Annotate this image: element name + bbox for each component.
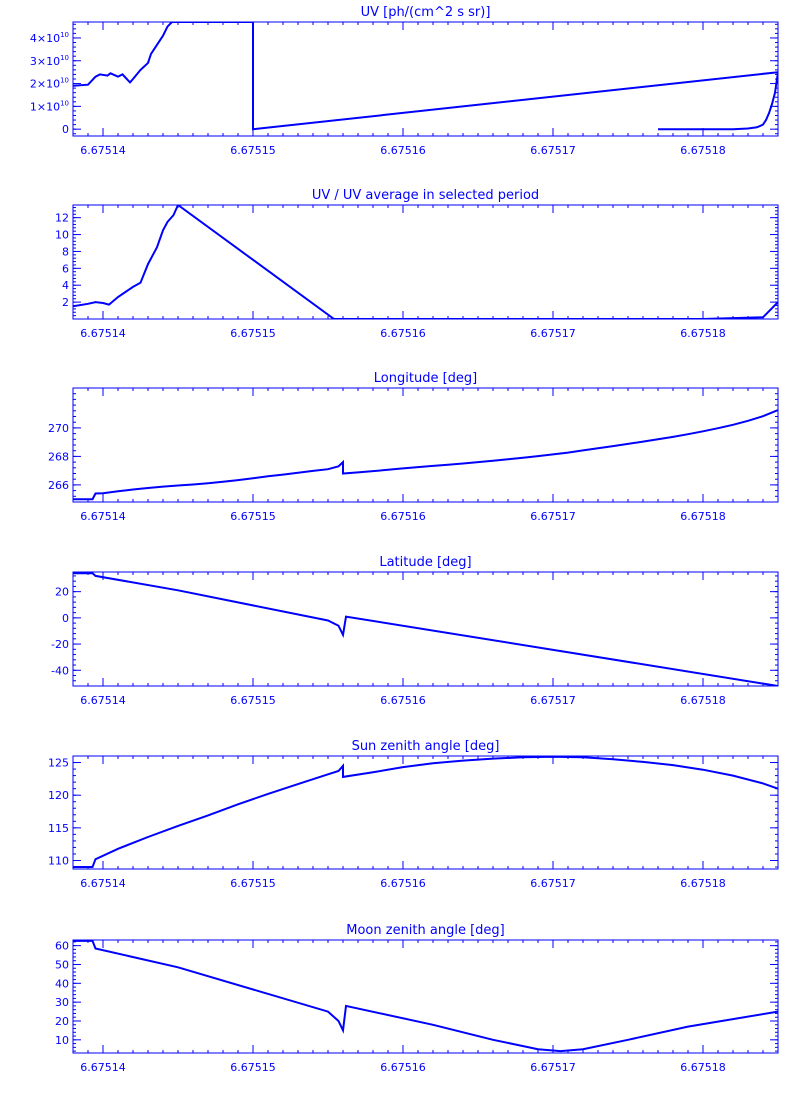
y-tick-label: -40 xyxy=(51,664,69,677)
y-tick-label: 20 xyxy=(55,586,69,599)
panel-3: Longitude [deg] 6.67514 6.67515 6.67516 6.67… xyxy=(48,371,779,523)
panel-6: Moon zenith angle [deg] 6.67514 6.67515 6.6… xyxy=(55,923,779,1074)
panel-title: Moon zenith angle [deg] xyxy=(346,923,504,938)
panel-2: UV / UV average in selected period 6.6751… xyxy=(55,188,779,340)
y-tick-label: 8 xyxy=(62,245,69,258)
x-tick-label: 6.67517 xyxy=(530,877,576,890)
x-tick-label: 6.67514 xyxy=(80,510,126,523)
y-tick-label: 125 xyxy=(48,757,69,770)
x-tick-label: 6.67516 xyxy=(380,1061,426,1074)
y-tick-label: 20 xyxy=(55,1015,69,1028)
series-line xyxy=(73,409,778,501)
y-tick-label-base: 2×10 xyxy=(30,78,60,91)
x-tick-label: 6.67514 xyxy=(80,694,126,707)
series-line xyxy=(73,572,778,686)
x-tick-label: 6.67517 xyxy=(530,144,576,157)
plot-frame xyxy=(72,755,779,870)
y-tick-label: 60 xyxy=(55,940,69,953)
y-tick-label-exponent: 10 xyxy=(60,99,69,107)
panel-title: UV / UV average in selected period xyxy=(312,188,539,203)
panel-4: Latitude [deg] 6.67514 6.67515 6.67516 6.675… xyxy=(51,555,779,707)
x-tick-label: 6.67518 xyxy=(680,1061,726,1074)
y-tick-label: 40 xyxy=(55,977,69,990)
x-tick-label: 6.67518 xyxy=(680,694,726,707)
y-tick-label: 50 xyxy=(55,958,69,971)
x-tick-label: 6.67515 xyxy=(230,1061,276,1074)
y-tick-label: 3×1010 xyxy=(30,54,69,68)
x-tick-label: 6.67516 xyxy=(380,877,426,890)
y-tick-label-exponent: 10 xyxy=(60,31,69,39)
y-tick-label: 268 xyxy=(48,450,69,463)
plot-frame xyxy=(72,204,779,320)
y-tick-label: 115 xyxy=(48,822,69,835)
x-tick-label: 6.67515 xyxy=(230,877,276,890)
series-line xyxy=(73,940,778,1053)
panel-title: Latitude [deg] xyxy=(379,555,471,570)
x-tick-label: 6.67514 xyxy=(80,144,126,157)
y-tick-label: 1×1010 xyxy=(30,99,69,113)
x-tick-label: 6.67515 xyxy=(230,510,276,523)
y-tick-label: 30 xyxy=(55,996,69,1009)
panel-5: Sun zenith angle [deg] 6.67514 6.67515 6.67… xyxy=(48,739,779,890)
y-tick-label-base: 4×10 xyxy=(30,32,60,45)
y-tick-label: 6 xyxy=(62,262,69,275)
x-tick-label: 6.67518 xyxy=(680,327,726,340)
y-tick-label: 4 xyxy=(62,279,69,292)
x-tick-label: 6.67517 xyxy=(530,327,576,340)
x-tick-label: 6.67517 xyxy=(530,694,576,707)
y-tick-label: 120 xyxy=(48,789,69,802)
panel-title: Sun zenith angle [deg] xyxy=(352,739,500,754)
series-line xyxy=(73,205,778,319)
y-tick-label: 110 xyxy=(48,855,69,868)
x-tick-label: 6.67516 xyxy=(380,327,426,340)
y-tick-label: 266 xyxy=(48,479,69,492)
panel-title: UV [ph/(cm^2 s sr)] xyxy=(361,5,491,20)
x-tick-label: 6.67518 xyxy=(680,144,726,157)
y-tick-label-base: 1×10 xyxy=(30,100,60,113)
x-tick-label: 6.67518 xyxy=(680,877,726,890)
x-tick-label: 6.67516 xyxy=(380,510,426,523)
x-tick-label: 6.67516 xyxy=(380,694,426,707)
plot-frame xyxy=(72,21,779,137)
x-tick-label: 6.67517 xyxy=(530,510,576,523)
x-tick-label: 6.67514 xyxy=(80,877,126,890)
y-tick-label: 12 xyxy=(55,212,69,225)
panel-title: Longitude [deg] xyxy=(374,371,477,386)
y-tick-label: 270 xyxy=(48,422,69,435)
y-tick-label-exponent: 10 xyxy=(60,54,69,62)
x-tick-label: 6.67515 xyxy=(230,327,276,340)
x-tick-label: 6.67514 xyxy=(80,327,126,340)
x-tick-label: 6.67516 xyxy=(380,144,426,157)
y-tick-label-base: 3×10 xyxy=(30,55,60,68)
x-tick-label: 6.67517 xyxy=(530,1061,576,1074)
x-tick-label: 6.67518 xyxy=(680,510,726,523)
plot-frame xyxy=(72,571,779,687)
panel-1: UV [ph/(cm^2 s sr)] 6.67514 6.67515 6.67516… xyxy=(30,5,779,157)
y-tick-label: 0 xyxy=(62,612,69,625)
y-tick-label: -20 xyxy=(51,638,69,651)
y-tick-label: 10 xyxy=(55,1034,69,1047)
x-tick-label: 6.67514 xyxy=(80,1061,126,1074)
y-tick-label: 0 xyxy=(62,123,69,136)
plot-frame xyxy=(72,939,779,1054)
y-tick-label: 10 xyxy=(55,229,69,242)
y-tick-label: 2×1010 xyxy=(30,77,69,91)
series-line xyxy=(73,22,778,131)
series-line xyxy=(73,756,778,868)
x-tick-label: 6.67515 xyxy=(230,144,276,157)
y-tick-label-base: 0 xyxy=(62,123,69,136)
x-tick-label: 6.67515 xyxy=(230,694,276,707)
y-tick-label-exponent: 10 xyxy=(60,77,69,85)
y-tick-label: 2 xyxy=(62,296,69,309)
y-tick-label: 4×1010 xyxy=(30,31,69,45)
